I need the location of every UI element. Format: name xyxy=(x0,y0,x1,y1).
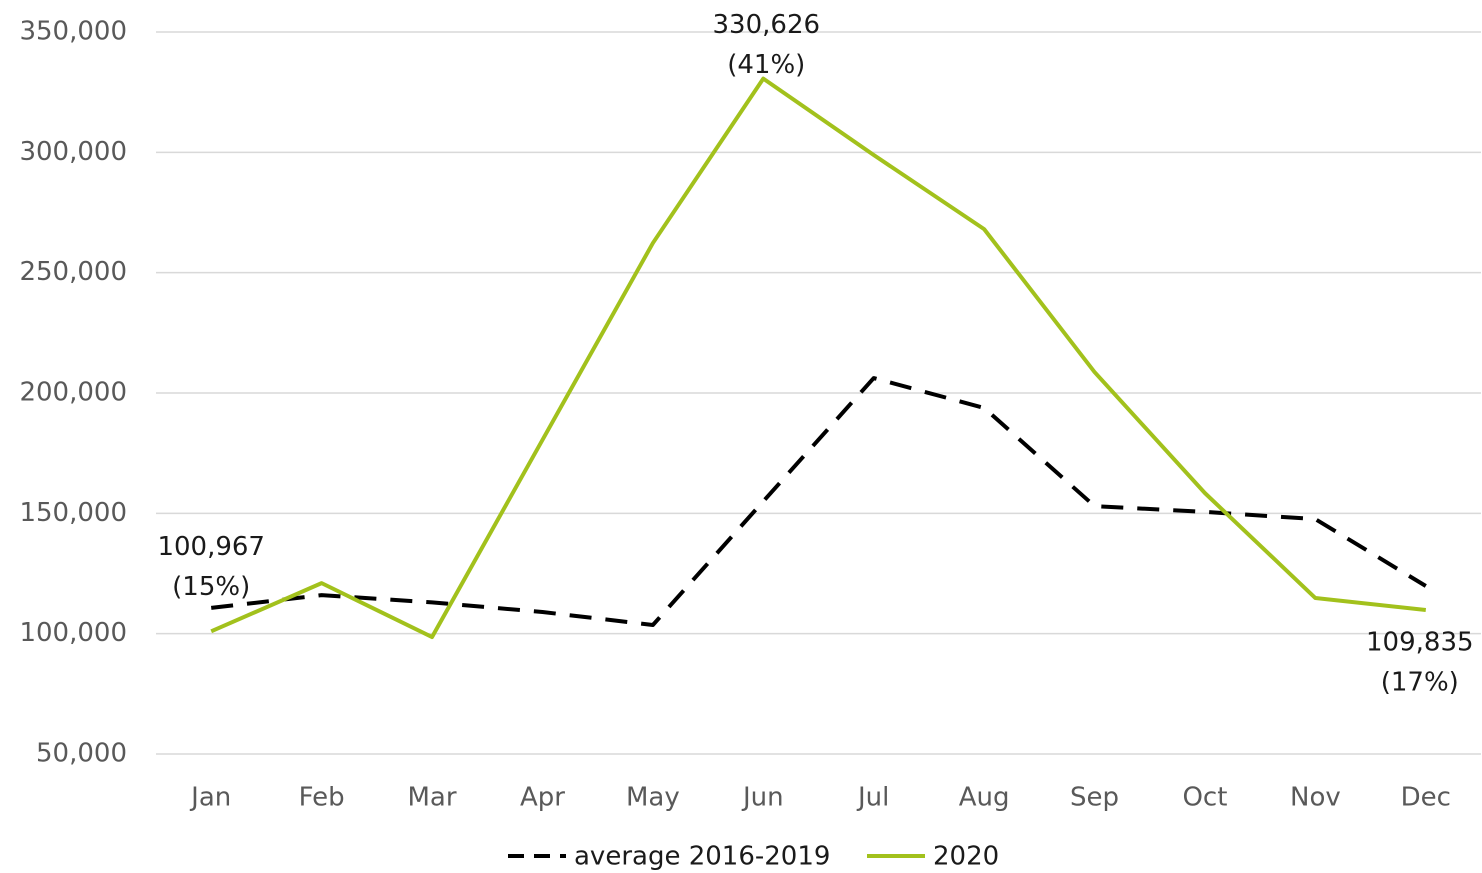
x-tick-label: Jun xyxy=(741,783,784,813)
x-tick-label: May xyxy=(626,783,680,813)
x-tick-label: Sep xyxy=(1070,783,1119,813)
y-tick-label: 100,000 xyxy=(19,618,127,648)
x-tick-label: Nov xyxy=(1290,783,1341,813)
y-tick-label: 150,000 xyxy=(19,498,127,528)
data-label: 109,835 xyxy=(1366,627,1474,657)
x-tick-label: Dec xyxy=(1401,783,1451,813)
data-label-share: (17%) xyxy=(1381,667,1459,697)
x-tick-label: Mar xyxy=(408,783,457,813)
x-tick-label: Aug xyxy=(959,783,1010,813)
x-tick-label: Apr xyxy=(520,783,565,813)
x-tick-label: Jan xyxy=(189,783,231,813)
y-tick-label: 200,000 xyxy=(19,378,127,408)
y-tick-label: 50,000 xyxy=(36,739,127,769)
legend-label: 2020 xyxy=(933,842,999,872)
data-label-share: (41%) xyxy=(727,50,805,80)
y-tick-label: 250,000 xyxy=(19,257,127,287)
data-label-share: (15%) xyxy=(172,572,250,602)
series-line xyxy=(210,76,1427,640)
x-tick-label: Oct xyxy=(1182,783,1227,813)
x-tick-label: Feb xyxy=(299,783,345,813)
data-label: 330,626 xyxy=(713,10,821,40)
legend-label: average 2016-2019 xyxy=(574,842,830,872)
series-line xyxy=(210,376,1427,628)
x-tick-label: Jul xyxy=(856,783,889,813)
y-tick-label: 300,000 xyxy=(19,137,127,167)
y-tick-label: 350,000 xyxy=(19,17,127,47)
data-label: 100,967 xyxy=(157,532,265,562)
